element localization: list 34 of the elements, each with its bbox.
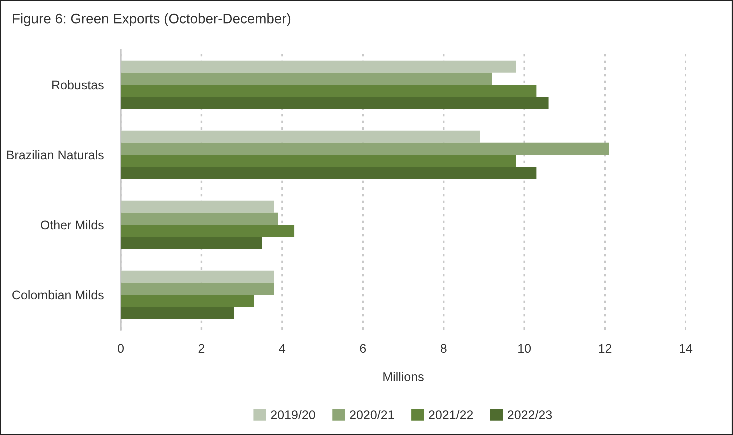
y-tick-label: Brazilian Naturals	[7, 150, 104, 160]
legend-label: 2022/23	[508, 410, 552, 420]
legend-label: 2019/20	[271, 410, 316, 420]
y-tick-label: Robustas	[52, 80, 104, 90]
bar	[121, 85, 537, 98]
bar	[121, 167, 537, 180]
bar	[121, 142, 610, 155]
legend-label: 2021/22	[429, 410, 474, 420]
bar	[121, 130, 480, 143]
bar	[121, 237, 262, 250]
y-tick-label: Colombian Milds	[12, 290, 104, 300]
bar	[121, 155, 516, 168]
bar	[121, 72, 492, 85]
x-tick-label: 0	[118, 344, 124, 354]
x-tick-label: 8	[440, 344, 447, 354]
x-tick-label: 4	[279, 344, 286, 353]
chart-title: Figure 6: Green Exports (October-December)	[13, 14, 291, 26]
x-tick-label: 14	[680, 344, 693, 353]
bar	[121, 97, 549, 110]
x-tick-label: 2	[198, 344, 205, 353]
bar	[121, 212, 278, 225]
y-tick-label: Other Milds	[41, 220, 104, 230]
legend-label: 2020/21	[350, 410, 394, 420]
bar	[121, 60, 516, 73]
bar	[121, 307, 234, 320]
bar	[121, 225, 295, 238]
x-tick-label: 12	[599, 344, 612, 353]
x-tick-label: 6	[360, 344, 366, 354]
bar	[121, 295, 254, 308]
x-tick-label: 10	[518, 344, 532, 354]
x-axis-title: Millions	[384, 372, 424, 382]
bar	[121, 282, 274, 295]
bar	[121, 270, 274, 283]
bar	[121, 200, 274, 213]
